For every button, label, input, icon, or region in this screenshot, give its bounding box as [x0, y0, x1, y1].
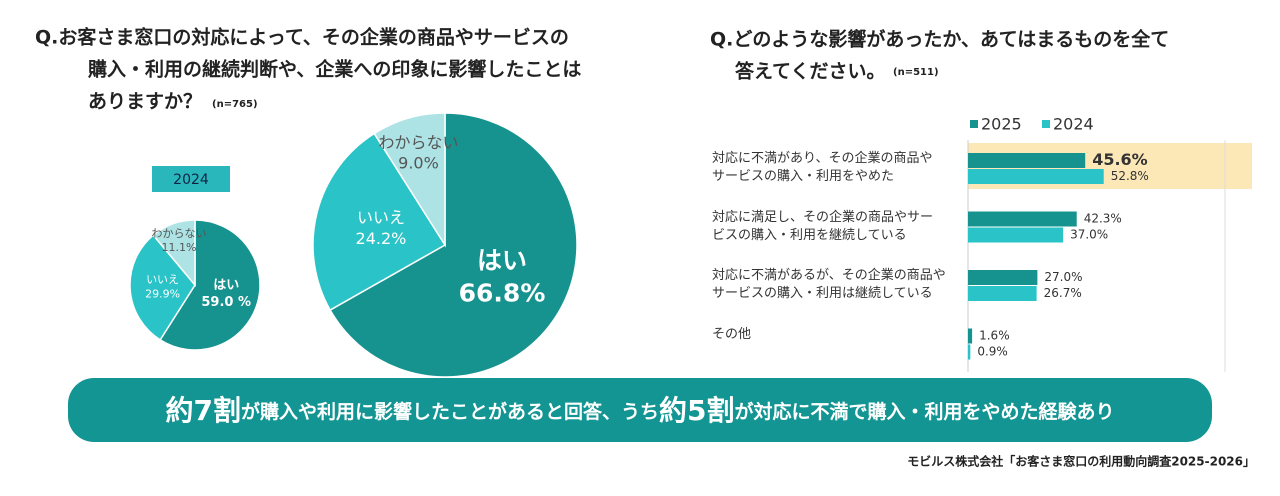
value-label: 0.9%	[977, 345, 1008, 359]
bar	[968, 153, 1086, 168]
value-label: 26.7%	[1044, 286, 1082, 300]
value-label: 27.0%	[1044, 270, 1082, 284]
legend-label: 2025	[981, 115, 1022, 134]
banner	[68, 378, 1212, 442]
pie-title: 2024	[173, 172, 209, 188]
slice-name: はい	[213, 278, 239, 293]
slice-name: いいえ	[146, 273, 179, 286]
category-label: その他	[712, 326, 752, 342]
pie-slice	[329, 112, 578, 378]
slice-value: 24.2%	[356, 229, 407, 248]
legend-label: 2024	[1053, 115, 1094, 134]
bar	[968, 270, 1038, 285]
bar	[968, 286, 1037, 301]
pie-slice	[152, 219, 196, 288]
value-label: 45.6%	[1092, 150, 1148, 169]
source: モビルス株式会社「お客さま窓口の利用動向調査2025-2026」	[907, 454, 1255, 469]
question-line: ありますか？	[88, 91, 202, 113]
question-line: Q.お客さま窓口の対応によって、その企業の商品やサービスの	[35, 26, 569, 49]
question-line: 答えてください。	[735, 60, 885, 83]
legend-swatch	[970, 120, 978, 128]
category-label: 対応に満足し、その企業の商品やサー ビスの購入・利用を継続している	[712, 209, 934, 243]
slice-value: 9.0%	[398, 154, 439, 173]
banner-segment: 約7割	[166, 394, 241, 427]
slice-value: 11.1%	[162, 241, 197, 254]
value-label: 37.0%	[1070, 228, 1108, 242]
category-label: 対応に不満があるが、その企業の商品や サービスの購入・利用は継続している	[712, 268, 946, 301]
banner-segment: 約5割	[659, 394, 734, 427]
legend-swatch	[1042, 120, 1050, 128]
sample-size: (n=765)	[212, 99, 258, 110]
pie-slice	[129, 234, 196, 341]
bar	[968, 227, 1064, 243]
slice-value: 59.0 %	[201, 295, 251, 310]
question-line: Q.どのような影響があったか、あてはまるものを全て	[710, 28, 1169, 51]
value-label: 52.8%	[1111, 169, 1149, 183]
banner-segment: が購入や利用に影響したことがあると回答、うち	[241, 400, 659, 423]
banner-text: 約7割が購入や利用に影響したことがあると回答、うち約5割が対応に不満で購入・利用…	[166, 394, 1115, 427]
slice-value: 29.9%	[145, 287, 180, 300]
slice-name: いいえ	[357, 208, 405, 227]
slice-value: 66.8%	[459, 278, 546, 307]
bar	[968, 344, 971, 360]
pie-slice	[312, 132, 447, 312]
value-label: 42.3%	[1084, 212, 1122, 226]
slice-name: はい	[477, 246, 527, 275]
banner-segment: が対応に不満で購入・利用をやめた経験あり	[734, 400, 1114, 423]
bar	[968, 211, 1077, 227]
pie-slice	[159, 219, 261, 351]
value-label: 1.6%	[979, 329, 1010, 343]
bar	[968, 328, 973, 344]
category-label: 対応に不満があり、その企業の商品や サービスの購入・利用をやめた	[712, 151, 933, 184]
year-box	[152, 166, 230, 192]
sample-size: (n=511)	[893, 67, 939, 78]
bar	[968, 169, 1104, 184]
question-line: 購入・利用の継続判断や、企業への印象に影響したことは	[88, 58, 581, 81]
slice-name: わからない	[378, 133, 458, 152]
pie-slice	[373, 112, 446, 248]
slice-name: わからない	[152, 227, 207, 240]
